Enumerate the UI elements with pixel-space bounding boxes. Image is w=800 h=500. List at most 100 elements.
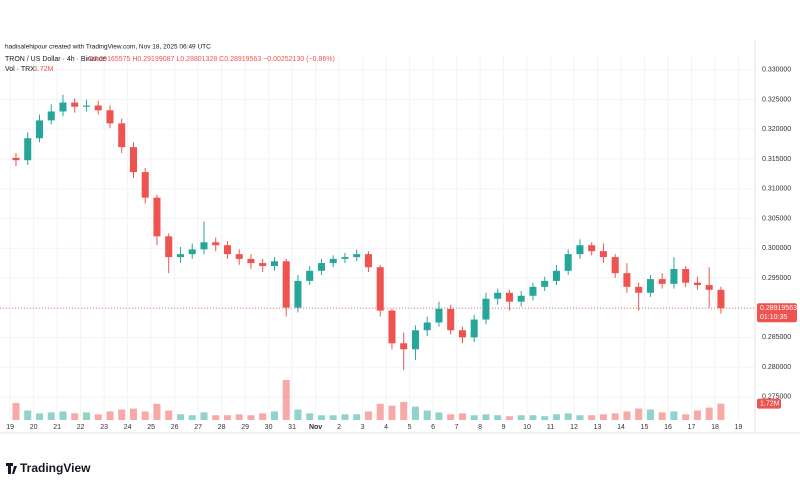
x-tick-label: 8 xyxy=(478,424,482,431)
candle-body xyxy=(411,330,419,350)
x-tick-label: 20 xyxy=(30,424,38,431)
candle-body xyxy=(306,270,314,281)
x-tick-label: 28 xyxy=(218,424,226,431)
candle-body xyxy=(470,319,478,338)
y-tick-label: 0.280000 xyxy=(762,364,791,371)
x-tick-label: 13 xyxy=(594,424,602,431)
y-tick-label: 0.315000 xyxy=(762,156,791,163)
chart-title: TRON / US Dollar · 4h · Binance xyxy=(5,56,106,63)
volume-bar xyxy=(353,414,361,420)
volume-bar xyxy=(71,413,79,420)
candle-body xyxy=(188,249,196,255)
candle-body xyxy=(59,102,67,112)
candle-body xyxy=(141,172,149,198)
volume-bar xyxy=(529,415,537,420)
candle-body xyxy=(505,292,513,302)
y-tick-label: 0.320000 xyxy=(762,126,791,133)
volume-bar xyxy=(693,410,701,420)
candle-body xyxy=(270,261,278,267)
volume-bar xyxy=(129,408,137,420)
x-tick-label: 22 xyxy=(77,424,85,431)
volume-bar xyxy=(259,413,267,420)
volume-bar xyxy=(47,412,55,420)
volume-title: Vol · TRX xyxy=(5,66,35,73)
candle-body xyxy=(435,308,443,323)
candle-body xyxy=(12,157,20,161)
volume-bar xyxy=(247,415,255,420)
candle-body xyxy=(129,147,137,173)
volume-bar xyxy=(411,406,419,420)
volume-bar xyxy=(176,414,184,420)
x-tick-label: 7 xyxy=(455,424,459,431)
x-tick-label: 29 xyxy=(241,424,249,431)
credit: hadisalehipour created with TradingView.… xyxy=(5,44,211,51)
brand: TradingView xyxy=(6,461,91,475)
volume-bar xyxy=(435,412,443,420)
candle-body xyxy=(717,289,725,309)
x-tick-label: 24 xyxy=(124,424,132,431)
y-tick-label: 0.325000 xyxy=(762,96,791,103)
volume-bar xyxy=(588,415,596,420)
x-tick-label: 31 xyxy=(288,424,296,431)
volume-bar xyxy=(188,415,196,420)
x-tick-label: 2 xyxy=(337,424,341,431)
candle-body xyxy=(693,282,701,286)
candle-body xyxy=(71,102,79,107)
candle-body xyxy=(235,254,243,259)
x-tick-label: 5 xyxy=(408,424,412,431)
volume-bar xyxy=(118,409,126,420)
candle-body xyxy=(494,292,502,299)
candle-body xyxy=(658,279,666,284)
candle-body xyxy=(259,263,267,267)
candle-body xyxy=(82,105,90,107)
x-tick-label: 15 xyxy=(641,424,649,431)
volume-bar xyxy=(458,413,466,420)
volume-bar xyxy=(576,415,584,420)
candle-body xyxy=(552,270,560,281)
x-tick-label: 21 xyxy=(53,424,61,431)
volume-bar xyxy=(447,414,455,420)
y-tick-label: 0.300000 xyxy=(762,245,791,252)
volume-bar xyxy=(329,415,337,420)
y-tick-label: 0.285000 xyxy=(762,334,791,341)
volume-bar xyxy=(552,414,560,420)
x-tick-label: 16 xyxy=(664,424,672,431)
x-tick-label: 19 xyxy=(6,424,14,431)
volume-bar xyxy=(24,410,32,420)
x-tick-label: Nov xyxy=(309,424,322,431)
candle-body xyxy=(670,269,678,284)
volume-bar xyxy=(470,415,478,420)
candle-body xyxy=(165,236,173,258)
x-tick-label: 12 xyxy=(570,424,578,431)
candle-body xyxy=(623,273,631,287)
x-tick-label: 14 xyxy=(617,424,625,431)
volume-bar xyxy=(341,414,349,420)
x-tick-label: 11 xyxy=(547,424,554,431)
volume-box xyxy=(757,398,781,409)
volume-bar xyxy=(317,415,325,420)
volume-bar xyxy=(270,411,278,420)
y-tick-label: 0.310000 xyxy=(762,186,791,193)
volume-bar xyxy=(165,410,173,420)
x-tick-label: 19 xyxy=(735,424,743,431)
volume-bar xyxy=(294,409,302,420)
x-tick-label: 6 xyxy=(431,424,435,431)
candle-body xyxy=(294,280,302,308)
volume-bar xyxy=(212,415,220,420)
volume-bar xyxy=(35,413,44,420)
candle-body xyxy=(423,322,431,331)
candle-body xyxy=(353,254,361,258)
candle-body xyxy=(200,242,208,250)
y-tick-label: 0.305000 xyxy=(762,215,791,222)
ohlc-readout: O0.29165575 H0.29199087 L0.28801328 C0.2… xyxy=(88,56,335,63)
volume-bar xyxy=(717,403,725,420)
volume-bar xyxy=(59,411,67,420)
volume-bar xyxy=(94,414,102,420)
volume-bar xyxy=(646,409,654,420)
x-tick-label: 18 xyxy=(711,424,719,431)
volume-bar xyxy=(235,414,243,420)
x-tick-label: 10 xyxy=(523,424,531,431)
volume-bar xyxy=(223,415,231,420)
